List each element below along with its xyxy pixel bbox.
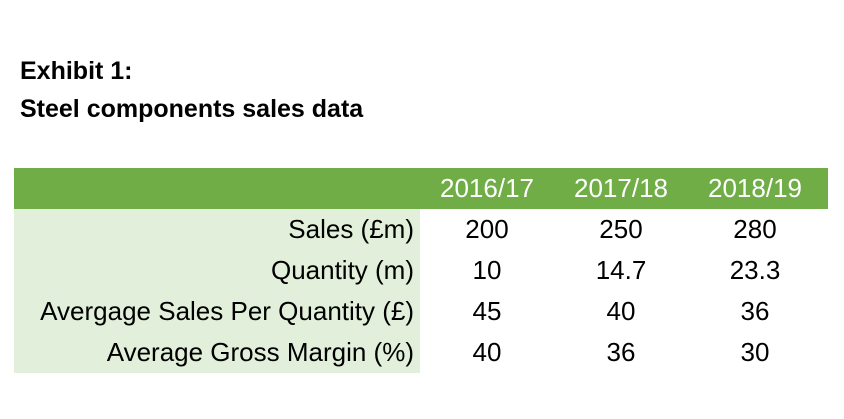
row-label-quantity: Quantity (m) <box>14 250 420 291</box>
exhibit-subtitle: Steel components sales data <box>20 95 364 123</box>
table-header-row: 2016/17 2017/18 2018/19 <box>14 168 828 209</box>
sales-data-table: 2016/17 2017/18 2018/19 Sales (£m) 200 2… <box>14 168 828 373</box>
table-cell: 36 <box>606 337 636 367</box>
table-cell: 200 <box>465 214 509 244</box>
row-label-average-gross-margin: Average Gross Margin (%) <box>14 332 420 373</box>
table-cell: 30 <box>740 337 770 367</box>
header-label-cell <box>14 168 420 209</box>
table-cell: 45 <box>472 296 502 326</box>
exhibit-title: Exhibit 1: Steel components sales data <box>20 52 363 128</box>
table-cell: 23.3 <box>729 255 781 285</box>
exhibit-number: Exhibit 1: <box>20 57 133 85</box>
row-label-sales: Sales (£m) <box>14 209 420 250</box>
table-cell: 10 <box>472 255 502 285</box>
column-header-2017-18: 2017/18 <box>574 173 668 203</box>
row-label-average-sales-per-quantity: Avergage Sales Per Quantity (£) <box>14 291 420 332</box>
table-cell: 40 <box>606 296 636 326</box>
table-cell: 280 <box>733 214 777 244</box>
column-header-2016-17: 2016/17 <box>440 173 534 203</box>
table-cell: 40 <box>472 337 502 367</box>
table-row: Sales (£m) 200 250 280 <box>14 209 828 250</box>
column-header-2018-19: 2018/19 <box>708 173 802 203</box>
table-cell: 250 <box>599 214 643 244</box>
table-cell: 36 <box>740 296 770 326</box>
table-row: Average Gross Margin (%) 40 36 30 <box>14 332 828 373</box>
table-cell: 14.7 <box>595 255 647 285</box>
table-row: Avergage Sales Per Quantity (£) 45 40 36 <box>14 291 828 332</box>
table-row: Quantity (m) 10 14.7 23.3 <box>14 250 828 291</box>
